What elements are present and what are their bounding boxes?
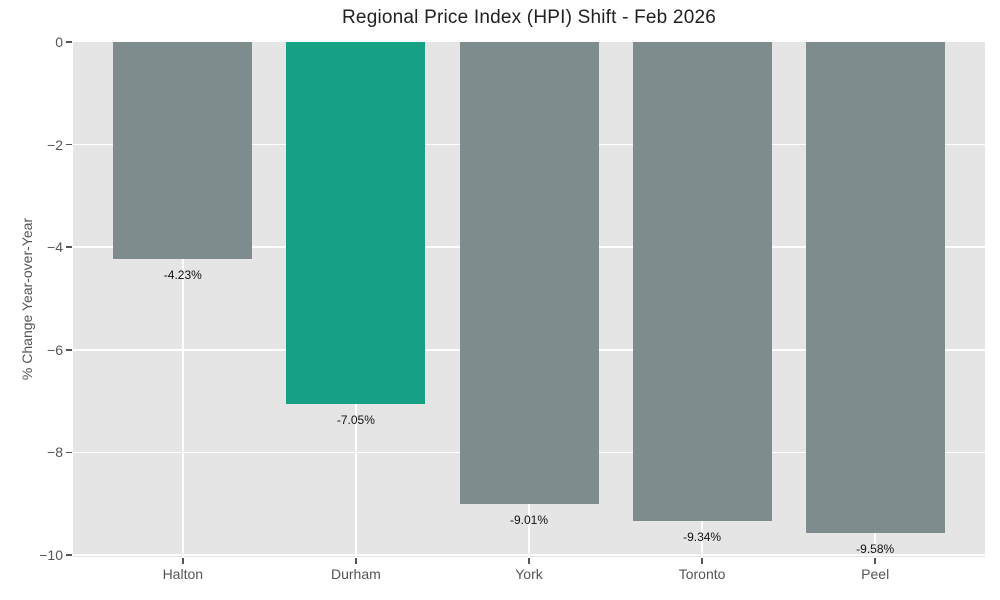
y-tick-label: −10 bbox=[39, 546, 63, 563]
x-tick-label-york: York bbox=[515, 566, 543, 582]
y-tick-label: −2 bbox=[47, 136, 63, 153]
bar-halton bbox=[113, 42, 253, 259]
x-tick-mark bbox=[874, 558, 876, 564]
y-tick-mark bbox=[66, 349, 72, 351]
x-tick-label-halton: Halton bbox=[162, 566, 204, 582]
y-tick-mark bbox=[66, 451, 72, 454]
bar-peel bbox=[805, 42, 945, 534]
y-tick-mark bbox=[66, 41, 72, 43]
x-tick-mark bbox=[182, 558, 184, 564]
bar-value-label-toronto: -9.34% bbox=[683, 530, 722, 545]
bar-value-label-peel: -9.58% bbox=[856, 542, 895, 557]
y-tick-label: 0 bbox=[55, 34, 63, 50]
y-tick-mark bbox=[66, 554, 72, 556]
bar-value-label-durham: -7.05% bbox=[336, 412, 375, 427]
y-tick-mark bbox=[66, 143, 72, 146]
y-tick-label: −8 bbox=[47, 444, 63, 461]
y-tick-label: −4 bbox=[47, 239, 63, 256]
y-tick-label: −6 bbox=[47, 341, 63, 358]
bar-durham bbox=[286, 42, 426, 404]
bar-value-label-york: -9.01% bbox=[509, 513, 549, 528]
bar-york bbox=[459, 42, 599, 505]
x-tick-label-durham: Durham bbox=[330, 566, 381, 582]
chart-title: Regional Price Index (HPI) Shift - Feb 2… bbox=[342, 7, 716, 28]
bar-toronto bbox=[632, 42, 772, 522]
gridline-v-halton bbox=[182, 42, 184, 557]
x-tick-mark bbox=[528, 558, 530, 564]
plot-area: -4.23% -7.05% -9.01% -9.34% -9.58% bbox=[73, 42, 985, 557]
y-tick-mark bbox=[66, 246, 72, 248]
x-tick-label-peel: Peel bbox=[861, 566, 890, 582]
bar-value-label-halton: -4.23% bbox=[163, 267, 202, 282]
x-tick-label-toronto: Toronto bbox=[678, 566, 726, 582]
x-tick-mark bbox=[701, 558, 703, 564]
x-tick-mark bbox=[355, 558, 357, 564]
